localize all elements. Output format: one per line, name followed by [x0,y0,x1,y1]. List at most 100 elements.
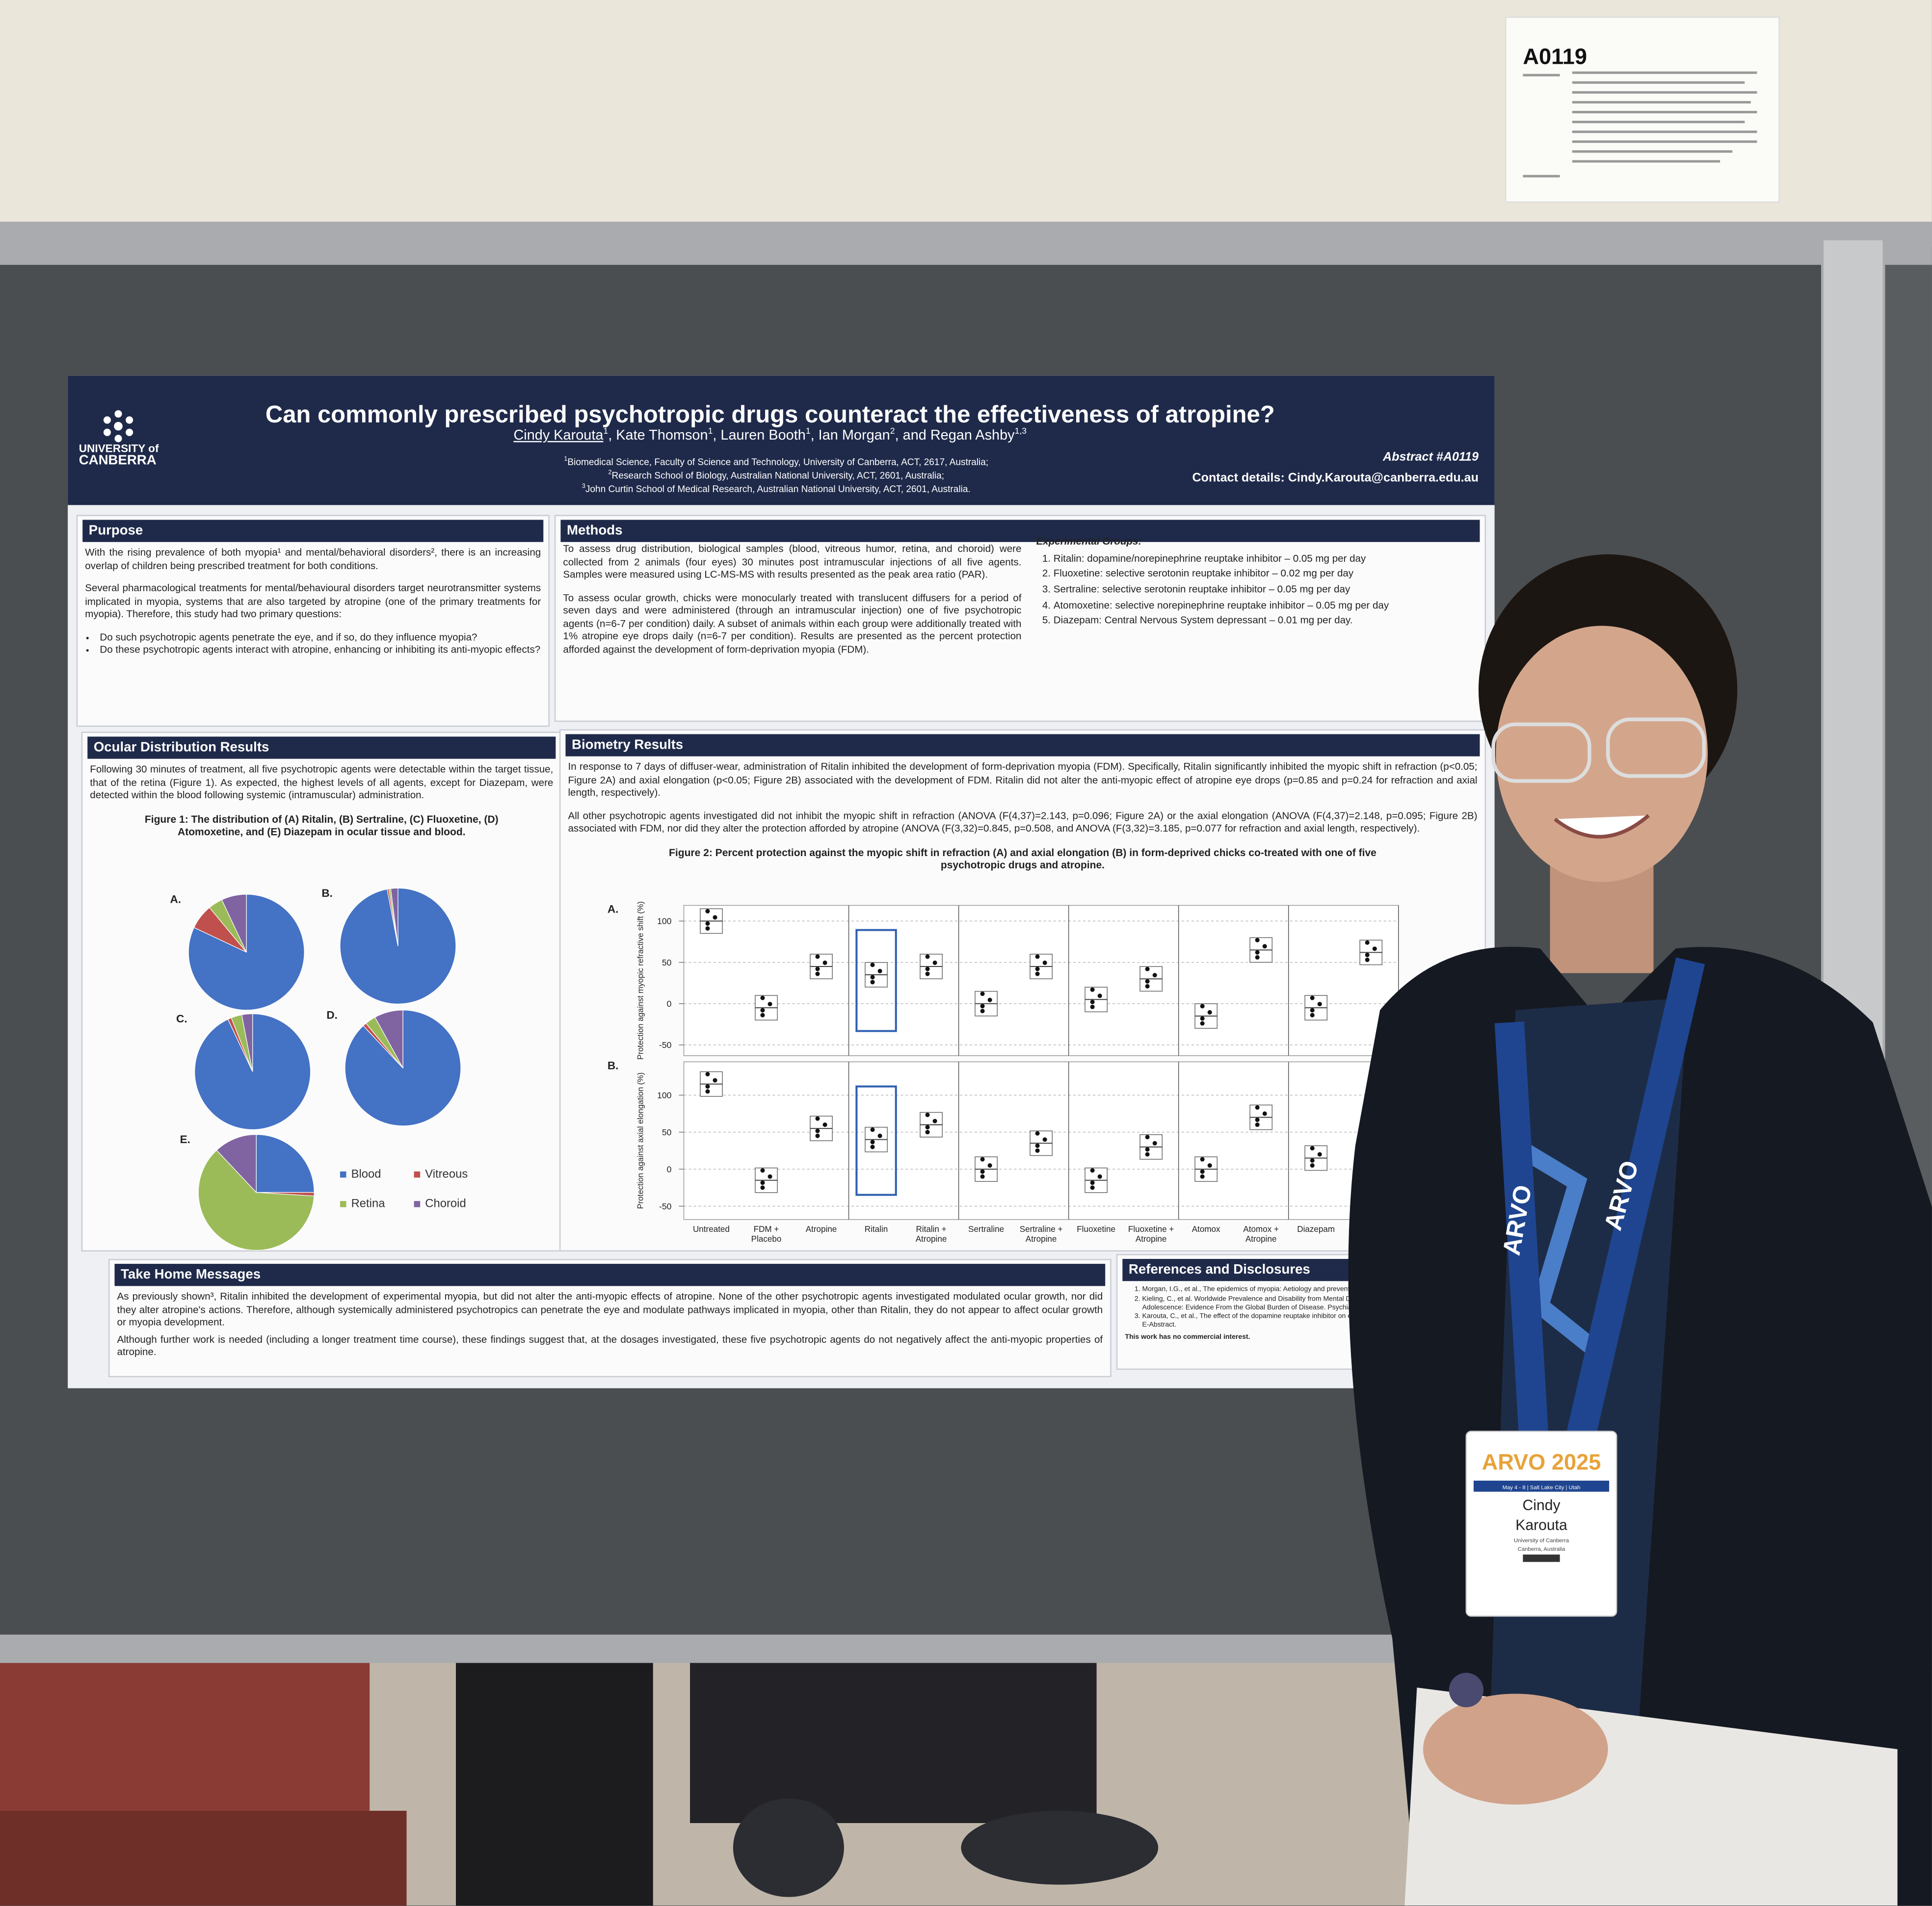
data-point [1255,1105,1260,1110]
data-point [1152,973,1157,978]
data-point [1090,1180,1095,1185]
data-point [822,1123,827,1127]
logo-mark [103,410,133,443]
y-tick-label: 100 [657,916,672,926]
chair [0,1663,370,1811]
lanyard [1494,1021,1549,1442]
paragraph: Several pharmacological treatments for m… [85,582,541,620]
data-point [1090,1185,1095,1190]
data-point [705,1084,710,1089]
paragraph: To assess ocular growth, chicks were mon… [563,592,1022,655]
smile [1554,814,1650,839]
abstract-number: Abstract #A0119 [1383,450,1479,465]
data-point [1035,954,1040,959]
paragraph: Although further work is needed (includi… [117,1333,1103,1358]
badge-band [1473,1480,1610,1492]
paragraph: With the rising prevalence of both myopi… [85,547,541,571]
legend-label: Blood [351,1167,381,1180]
author: , Kate Thomson [608,428,708,444]
data-point [815,1116,820,1121]
data-point [760,995,765,1000]
author-affiliation: 1 [708,427,713,436]
data-point [705,921,710,926]
pie-slice [198,1149,315,1251]
pie-slice [221,894,247,953]
data-point [1145,1147,1150,1152]
ring [1449,1672,1484,1707]
x-tick-label: Ritalin [864,1226,888,1234]
data-point [1200,1021,1205,1026]
legend-swatch [340,1171,346,1178]
data-point [980,1169,985,1174]
data-point [1200,1157,1205,1162]
author: Cindy Karouta [513,428,604,444]
badge-barcode [1523,1554,1560,1562]
data-point [925,954,930,959]
data-point [870,975,875,980]
group: Atomoxetine: selective norepinephrine re… [1054,598,1480,614]
y-tick-label: 0 [667,999,672,1009]
badge-event: ARVO 2025 [1482,1449,1601,1474]
glasses [1491,722,1591,783]
legend-label: Vitreous [425,1167,468,1180]
x-tick-label: Untreated [692,1226,730,1234]
data-point [1145,1152,1150,1157]
x-tick-label: Fluoxetine + Atropine [1128,1226,1174,1244]
pie-slice [188,894,305,1011]
plot-area [683,905,1399,1056]
figure-caption: Figure 2: Percent protection against the… [669,845,1376,871]
contact: Contact details: Cindy.Karouta@canberra.… [1192,471,1479,486]
affiliation: 2Research School of Biology, Australian … [407,470,1146,483]
data-point [815,1128,820,1133]
data-point [1035,971,1040,976]
visitor-legs [455,1650,653,1906]
data-point [925,971,930,976]
logo-line: CANBERRA [79,454,157,469]
y-tick-label: -50 [659,1201,672,1211]
data-point [870,1145,875,1149]
pie-slice [374,1010,403,1069]
x-tick-label: Ritalin + Atropine [915,1226,947,1244]
legend-swatch [414,1171,421,1178]
x-tick-label: Atomox [1191,1226,1220,1234]
pie-label: D. [326,1009,338,1021]
pie-slice [216,1134,257,1194]
section-heading: Biometry Results [565,734,1480,757]
x-tick-label: Atomox + Atropine [1243,1226,1279,1244]
bullet-list: Do such psychotropic agents penetrate th… [85,631,541,657]
x-tick-label: Sertraline + Atropine [1019,1226,1063,1244]
data-point [1090,987,1095,992]
data-point [1255,1117,1260,1123]
group: Ritalin: dopamine/norepinephrine reuptak… [1054,551,1480,567]
author: , Ian Morgan [810,428,890,444]
data-point [1035,1131,1040,1136]
data-point [1042,960,1047,965]
data-point [1152,1141,1157,1146]
data-point [1207,1163,1212,1168]
data-point [877,968,882,973]
paragraph: Following 30 minutes of treatment, all f… [90,763,554,801]
x-tick-label: Atropine [805,1226,837,1234]
glasses [1606,717,1706,778]
data-point [1255,955,1260,960]
data-point [980,992,985,996]
y-tick-label: -50 [659,1040,672,1050]
logo: UNIVERSITY of CANBERRA [79,409,178,470]
data-point [1145,984,1150,989]
take-home-section: Take Home Messages As previously shown³,… [108,1259,1112,1378]
pie-label: A. [170,893,181,905]
lanyard [1565,957,1705,1445]
data-point [1310,1163,1315,1168]
authors: Cindy Karouta1, Kate Thomson1, Lauren Bo… [185,427,1355,443]
affiliation-number: 3 [582,483,585,491]
sign-code: A0119 [1523,44,1587,69]
pie-slice [256,1134,315,1193]
data-point [932,960,937,965]
section-heading: Ocular Distribution Results [87,736,556,759]
data-point [987,1163,992,1168]
visitor-legs [690,1650,1097,1823]
disclosure: This work has no commercial interest. [1125,1333,1250,1341]
paragraph: In response to 7 days of diffuser-wear, … [568,761,1478,799]
data-point [760,1180,765,1185]
